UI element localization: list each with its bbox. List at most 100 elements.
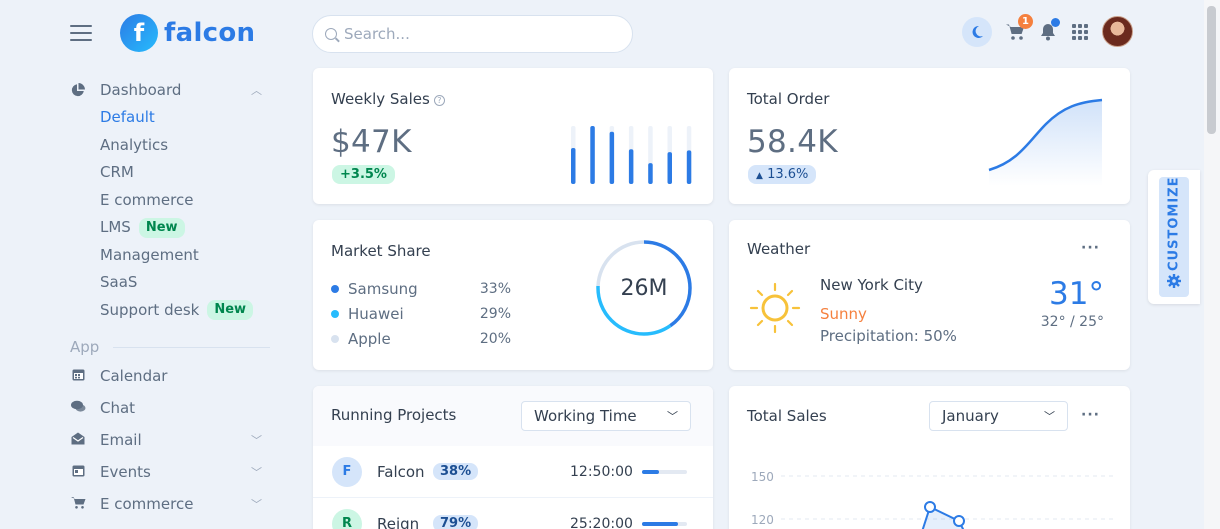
project-avatar: R xyxy=(332,508,362,529)
area-fill xyxy=(989,100,1102,186)
more-options-icon[interactable]: ··· xyxy=(1081,407,1100,423)
theme-toggle-moon-icon[interactable] xyxy=(962,16,992,47)
page-scrollbar[interactable] xyxy=(1204,0,1220,529)
bar[interactable] xyxy=(648,163,653,184)
working-time-select[interactable]: Working Time ﹀ xyxy=(521,401,691,431)
new-badge: New xyxy=(138,217,185,238)
chevron-down-icon: ﹀ xyxy=(251,498,262,511)
project-row[interactable]: R Reign 79% 25:20:00 xyxy=(313,498,713,529)
weekly-sales-value: $47K xyxy=(331,124,412,160)
brand-name[interactable]: falcon xyxy=(164,18,256,48)
apps-grid-icon[interactable] xyxy=(1072,23,1088,40)
card-header: Running Projects Working Time ﹀ xyxy=(313,386,713,446)
scrollbar-thumb[interactable] xyxy=(1207,6,1216,134)
dashboard-submenu: Default Analytics CRM E commerce LMS New … xyxy=(70,104,270,324)
chevron-up-icon: ︿ xyxy=(251,84,262,97)
shopping-cart-icon xyxy=(1006,24,1024,40)
sidebar-item-calendar[interactable]: Calendar xyxy=(70,360,270,392)
weekly-sales-title: Weekly Sales xyxy=(331,90,430,108)
notifications-button[interactable] xyxy=(1036,17,1060,44)
select-value: January xyxy=(942,407,999,425)
sidebar-item-label: LMS xyxy=(100,218,131,236)
month-select[interactable]: January ﹀ xyxy=(929,401,1068,431)
notification-dot xyxy=(1051,17,1060,27)
divider xyxy=(113,346,270,348)
search-icon xyxy=(325,28,337,40)
total-sales-card: Total Sales January ﹀ ··· 150 120 xyxy=(729,386,1130,529)
sidebar-item-email[interactable]: Email ﹀ xyxy=(70,424,270,456)
legend-label: Apple xyxy=(348,329,391,348)
sidebar-item-label: Dashboard xyxy=(100,81,182,99)
sidebar-item-ecommerce[interactable]: E commerce xyxy=(100,187,270,215)
sidebar-item-label: SaaS xyxy=(100,273,138,291)
bar[interactable] xyxy=(609,131,615,184)
total-order-title: Total Order xyxy=(747,90,830,108)
project-time: 25:20:00 xyxy=(570,515,633,529)
gear-icon xyxy=(1166,274,1182,290)
section-label-text: App xyxy=(70,338,100,356)
search-box[interactable] xyxy=(312,15,633,53)
sidebar-item-crm[interactable]: CRM xyxy=(100,159,270,187)
legend-value: 33% xyxy=(479,280,511,297)
total-sales-title: Total Sales xyxy=(747,407,827,425)
user-avatar[interactable] xyxy=(1102,16,1133,47)
legend-value: 20% xyxy=(479,330,511,347)
section-label-app: App xyxy=(70,334,270,360)
caret-up-icon: ▲ xyxy=(756,171,763,181)
sidebar-item-saas[interactable]: SaaS xyxy=(100,269,270,297)
sidebar-item-default[interactable]: Default xyxy=(100,104,270,132)
data-point[interactable] xyxy=(953,515,965,527)
city-name: New York City xyxy=(820,276,923,294)
search-input[interactable] xyxy=(344,25,604,43)
sidebar-item-lms[interactable]: LMS New xyxy=(100,214,270,242)
sidebar-item-support-desk[interactable]: Support desk New xyxy=(100,297,270,325)
market-share-title: Market Share xyxy=(331,242,431,260)
bar[interactable] xyxy=(667,152,673,184)
bar[interactable] xyxy=(628,149,634,184)
series-line xyxy=(988,98,1103,172)
project-avatar: F xyxy=(332,456,362,487)
more-options-icon[interactable]: ··· xyxy=(1081,240,1100,256)
sidebar-item-label: Chat xyxy=(100,399,136,417)
bar[interactable] xyxy=(590,126,595,184)
bar[interactable] xyxy=(571,148,576,184)
progress-bar xyxy=(642,521,687,526)
legend-row: Huawei 29% xyxy=(331,301,511,326)
sidebar-item-label: E commerce xyxy=(100,190,194,209)
cart-button[interactable]: 1 xyxy=(1004,13,1033,44)
sidebar-item-label: Email xyxy=(100,431,142,449)
donut-slice[interactable] xyxy=(596,240,692,336)
sidebar-item-events[interactable]: Events ﹀ xyxy=(70,456,270,488)
weather-info: New York City Sunny Precipitation: 50% xyxy=(820,276,957,346)
legend-label: Huawei xyxy=(348,304,404,323)
donut-slice[interactable] xyxy=(596,240,692,336)
customize-tab[interactable]: CUSTOMIZE xyxy=(1148,170,1200,304)
sidebar-item-ecommerce-app[interactable]: E commerce ﹀ xyxy=(70,488,270,520)
new-badge: New xyxy=(207,300,254,321)
sidebar-item-management[interactable]: Management xyxy=(100,242,270,270)
weather-card: Weather ··· New York City Sunny Precipit… xyxy=(729,220,1130,370)
question-circle-icon[interactable]: ? xyxy=(433,95,445,106)
sidebar-item-analytics[interactable]: Analytics xyxy=(100,132,270,160)
running-projects-card: Running Projects Working Time ﹀ F Falcon … xyxy=(313,386,713,529)
legend-row: Apple 20% xyxy=(331,326,511,351)
y-tick-label: 150 xyxy=(751,470,774,484)
pie-chart-icon xyxy=(70,82,86,98)
chevron-down-icon: ﹀ xyxy=(251,466,262,479)
bar[interactable] xyxy=(686,150,692,184)
legend-dot xyxy=(331,284,339,293)
falcon-logo-icon[interactable]: f xyxy=(120,14,158,52)
project-name: Reign xyxy=(377,514,420,529)
sidebar-item-chat[interactable]: Chat xyxy=(70,392,270,424)
sidebar-item-label: Default xyxy=(100,108,155,126)
menu-toggle-icon[interactable] xyxy=(70,25,92,41)
bell-icon xyxy=(1041,23,1055,40)
weekly-sales-bar-chart xyxy=(571,126,692,184)
legend-dot xyxy=(331,334,339,343)
project-row[interactable]: F Falcon 38% 12:50:00 xyxy=(313,446,713,498)
legend-row: Samsung 33% xyxy=(331,276,511,301)
sidebar-item-label: E commerce xyxy=(100,495,194,513)
weather-title: Weather xyxy=(747,240,811,258)
data-point[interactable] xyxy=(924,501,936,513)
sidebar-item-dashboard[interactable]: Dashboard ︿ xyxy=(70,76,270,104)
